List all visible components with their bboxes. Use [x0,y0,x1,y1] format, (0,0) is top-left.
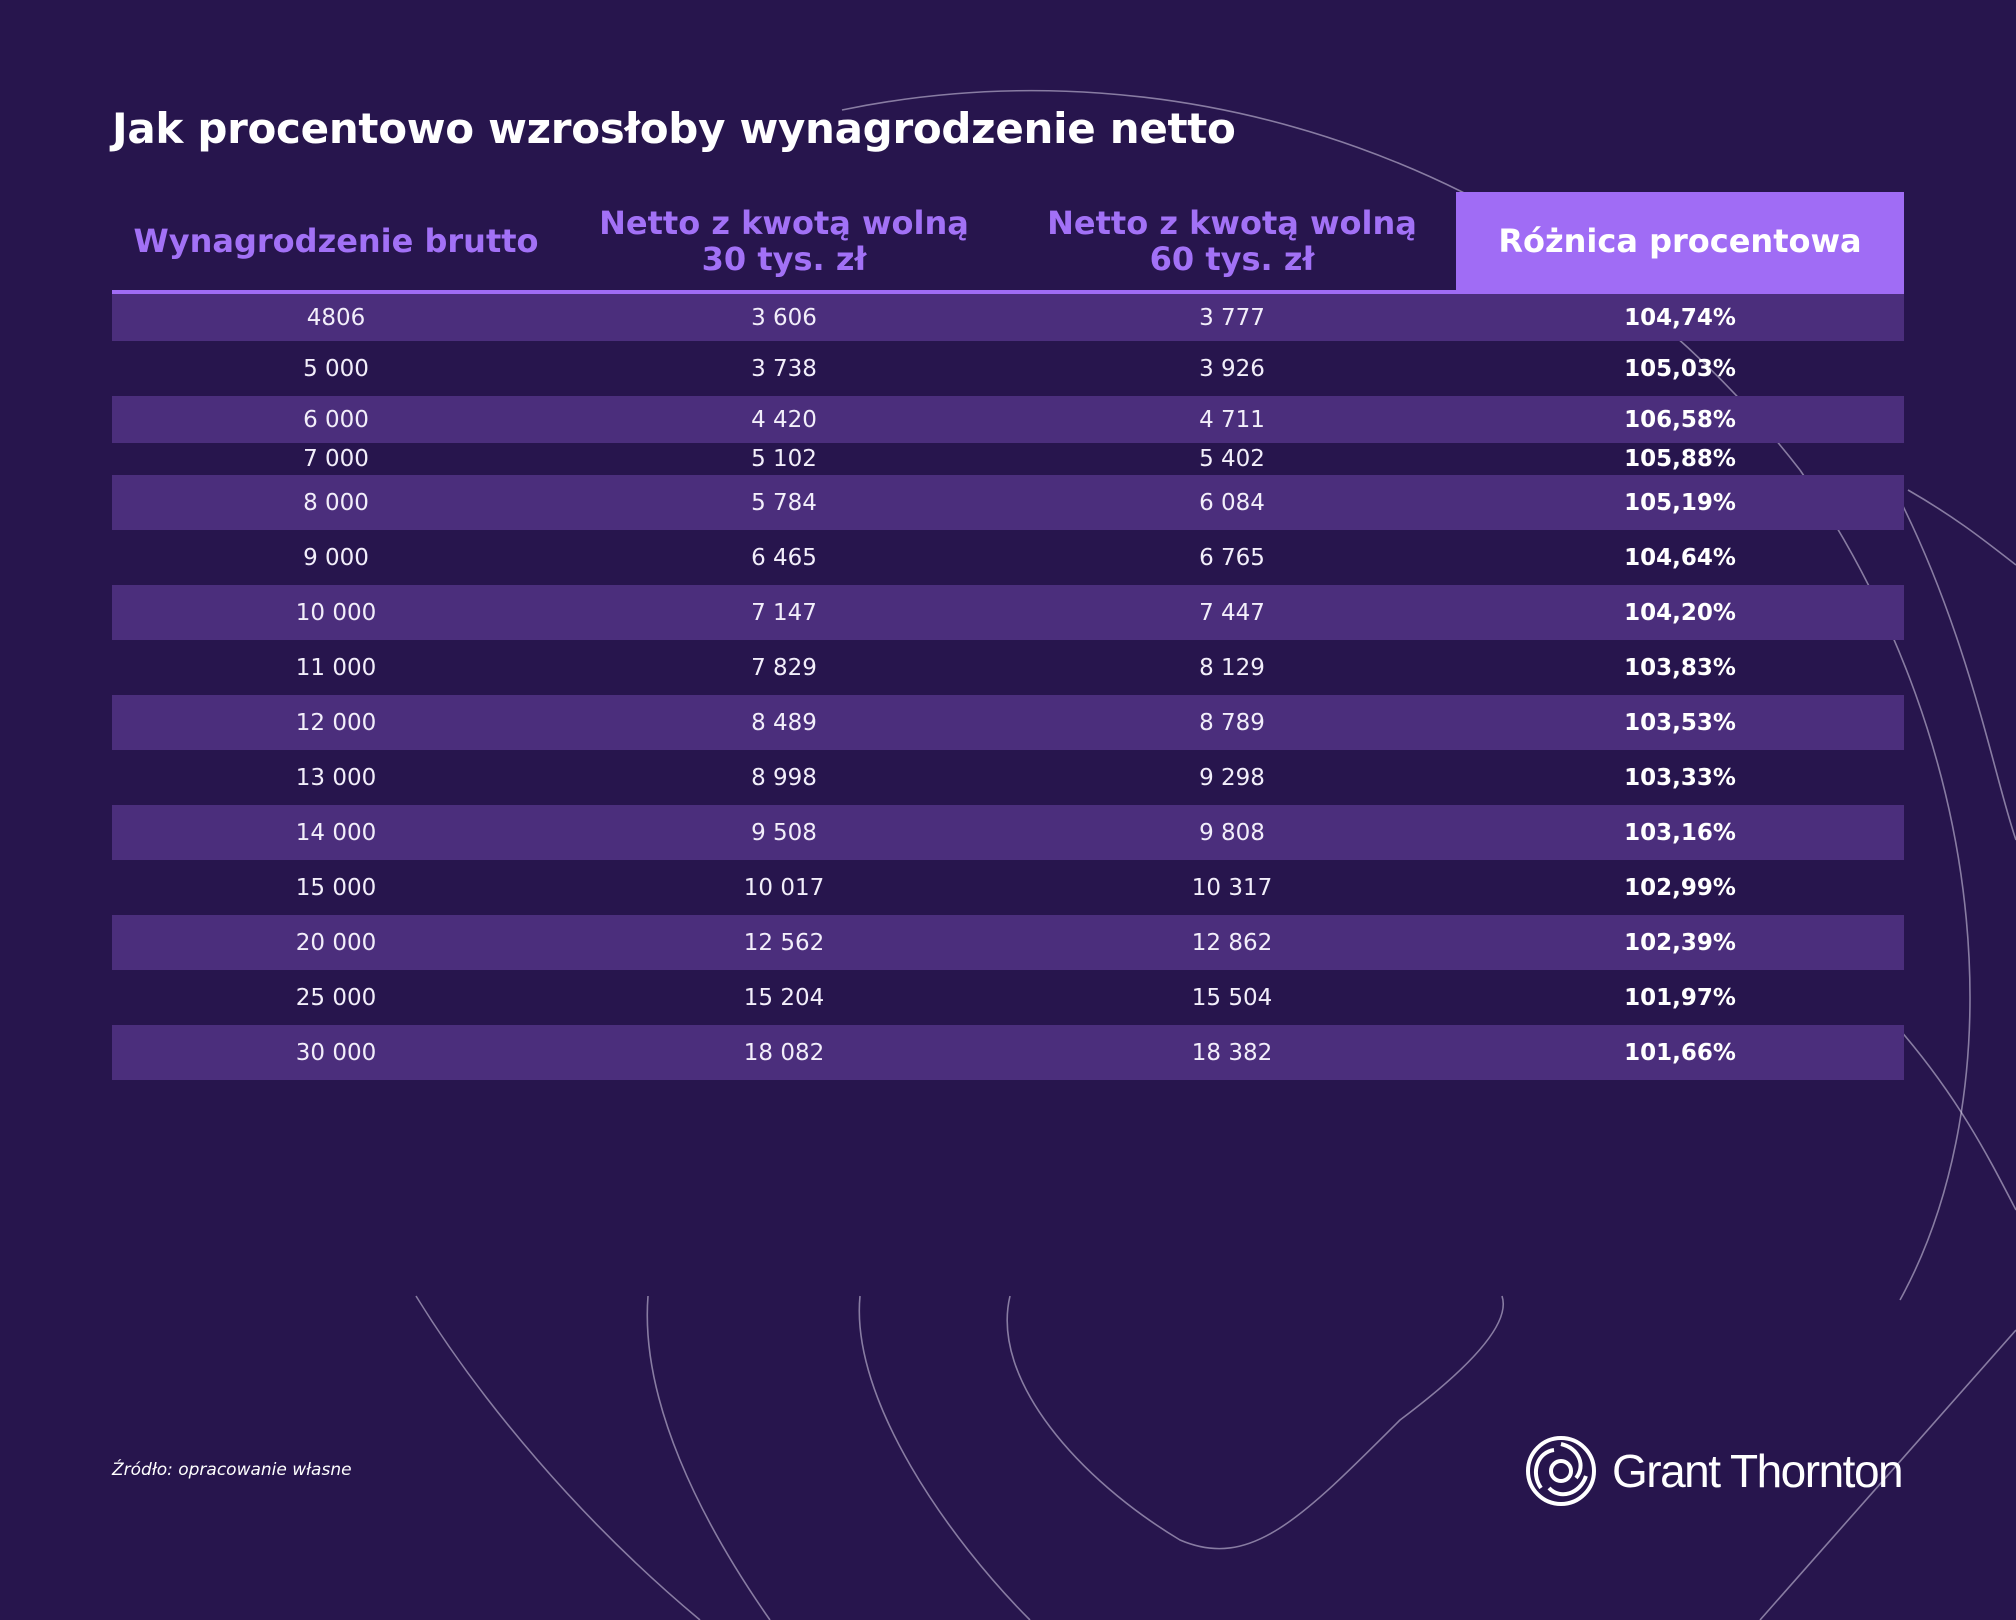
cell-percent-difference: 103,83% [1624,654,1736,681]
table-cell: 5 402 [1199,446,1265,472]
table-cell: 8 789 [1199,709,1265,736]
grant-thornton-logo: Grant Thornton [1524,1434,1904,1508]
column-header-4: Różnica procentowa [1456,192,1904,290]
table-cell: 15 504 [1191,984,1273,1011]
table-row: 15 000 10 017 10 317 102,99% [112,860,1904,915]
table-cell: 6 465 [751,544,817,571]
table-row: 14 000 9 508 9 808 103,16% [112,805,1904,860]
table-row: 12 000 8 489 8 789 103,53% [112,695,1904,750]
table-cell: 18 382 [1191,1039,1273,1066]
table-cell: 7 147 [751,599,817,626]
table-cell: 8 998 [751,764,817,791]
table-cell: 18 082 [743,1039,825,1066]
cell-percent-difference: 105,03% [1624,355,1736,382]
table-row: 20 000 12 562 12 862 102,39% [112,915,1904,970]
table-header: Wynagrodzenie brutto Netto z kwotą wolną … [112,192,1904,290]
column-header-2: Netto z kwotą wolną 30 tys. zł [599,204,969,278]
table-cell: 7 829 [751,654,817,681]
table-cell: 10 017 [743,874,825,901]
table-cell: 11 000 [295,654,377,681]
column-header-3: Netto z kwotą wolną 60 tys. zł [1047,204,1417,278]
table-cell: 5 784 [751,489,817,516]
table-row: 11 000 7 829 8 129 103,83% [112,640,1904,695]
table-cell: 3 777 [1199,304,1265,331]
logo-wordmark: Grant Thornton [1612,1445,1904,1497]
table-row: 9 000 6 465 6 765 104,64% [112,530,1904,585]
table-cell: 4806 [306,304,366,331]
table-cell: 9 000 [303,544,369,571]
table-row: 7 000 5 102 5 402 105,88% [112,443,1904,475]
table-row: 6 000 4 420 4 711 106,58% [112,396,1904,443]
table-cell: 6 765 [1199,544,1265,571]
table-cell: 13 000 [295,764,377,791]
table-cell: 7 000 [303,446,369,472]
table-cell: 5 000 [303,355,369,382]
cell-percent-difference: 101,66% [1624,1039,1736,1066]
table-body: 4806 3 606 3 777 104,74% 5 000 3 738 3 926 105,… [112,294,1904,1080]
table-cell: 3 926 [1199,355,1265,382]
table-row: 30 000 18 082 18 382 101,66% [112,1025,1904,1080]
cell-percent-difference: 105,19% [1624,489,1736,516]
table-cell: 12 862 [1191,929,1273,956]
table-cell: 15 204 [743,984,825,1011]
cell-percent-difference: 104,20% [1624,599,1736,626]
table-row: 10 000 7 147 7 447 104,20% [112,585,1904,640]
table-row: 8 000 5 784 6 084 105,19% [112,475,1904,530]
table-cell: 7 447 [1199,599,1265,626]
cell-percent-difference: 104,64% [1624,544,1736,571]
table-cell: 9 298 [1199,764,1265,791]
cell-percent-difference: 104,74% [1624,304,1736,331]
table-cell: 5 102 [751,446,817,472]
table-cell: 10 000 [295,599,377,626]
table-cell: 12 562 [743,929,825,956]
table-row: 25 000 15 204 15 504 101,97% [112,970,1904,1025]
table-cell: 4 711 [1199,406,1265,433]
table-cell: 20 000 [295,929,377,956]
table-cell: 6 084 [1199,489,1265,516]
table-cell: 10 317 [1191,874,1273,901]
cell-percent-difference: 105,88% [1624,446,1736,472]
table-cell: 14 000 [295,819,377,846]
table-cell: 3 606 [751,304,817,331]
table-cell: 25 000 [295,984,377,1011]
salary-table: Wynagrodzenie brutto Netto z kwotą wolną … [112,192,1904,1080]
table-cell: 3 738 [751,355,817,382]
cell-percent-difference: 102,39% [1624,929,1736,956]
logo-swirl-icon [1526,1436,1596,1506]
page-title: Jak procentowo wzrosłoby wynagrodzenie n… [112,104,1236,153]
table-cell: 9 808 [1199,819,1265,846]
table-cell: 8 129 [1199,654,1265,681]
table-cell: 4 420 [751,406,817,433]
table-row: 5 000 3 738 3 926 105,03% [112,341,1904,396]
cell-percent-difference: 103,33% [1624,764,1736,791]
cell-percent-difference: 101,97% [1624,984,1736,1011]
table-cell: 9 508 [751,819,817,846]
table-cell: 6 000 [303,406,369,433]
cell-percent-difference: 103,16% [1624,819,1736,846]
table-cell: 8 489 [751,709,817,736]
table-cell: 12 000 [295,709,377,736]
table-cell: 8 000 [303,489,369,516]
cell-percent-difference: 103,53% [1624,709,1736,736]
source-note: Źródło: opracowanie własne [112,1460,352,1480]
table-row: 13 000 8 998 9 298 103,33% [112,750,1904,805]
table-cell: 15 000 [295,874,377,901]
cell-percent-difference: 102,99% [1624,874,1736,901]
column-header-1: Wynagrodzenie brutto [133,222,539,260]
table-row: 4806 3 606 3 777 104,74% [112,294,1904,341]
header-divider [112,290,1904,294]
table-cell: 30 000 [295,1039,377,1066]
cell-percent-difference: 106,58% [1624,406,1736,433]
